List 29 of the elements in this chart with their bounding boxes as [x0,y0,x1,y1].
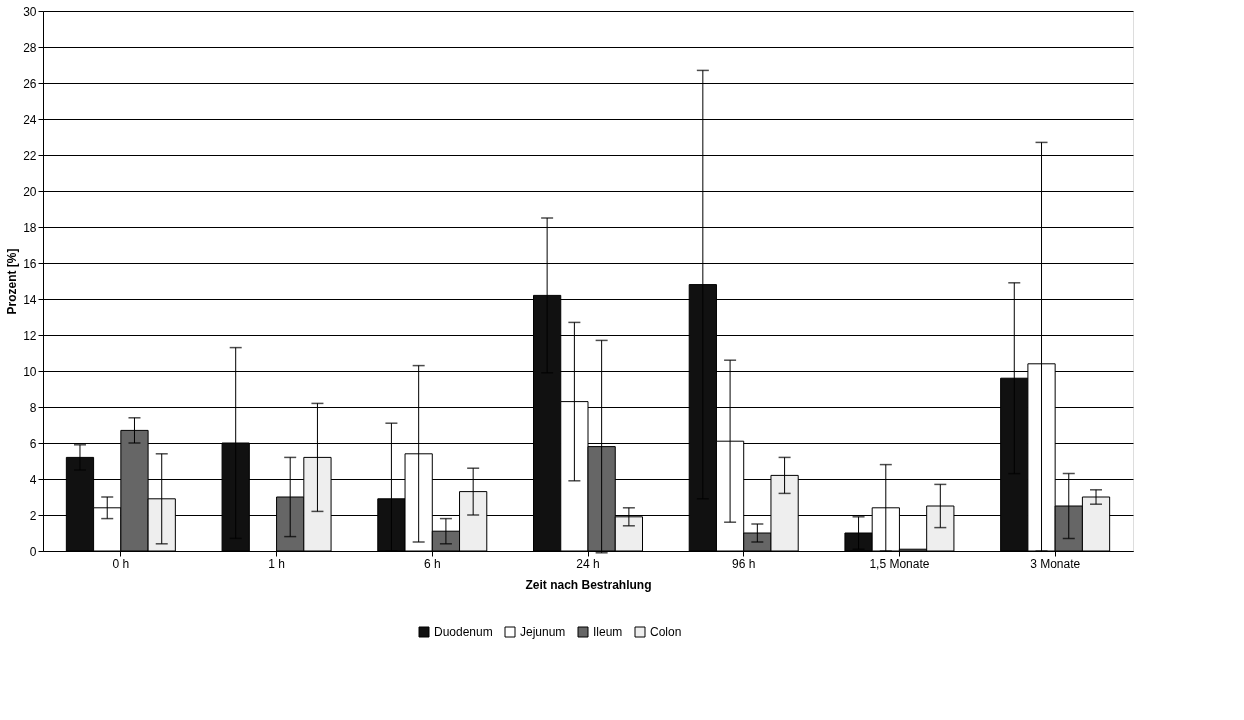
y-tick-label: 28 [23,40,37,55]
y-tick-label: 2 [29,508,37,523]
y-tick-label: 6 [29,436,37,451]
x-tick-label: 1 h [268,556,285,571]
x-tick-label: 1,5 Monate [869,556,930,571]
y-tick-label: 22 [23,148,37,163]
legend-label: Jejunum [520,625,566,639]
x-tick-label: 0 h [112,556,130,571]
x-tick-label: 6 h [423,556,441,571]
y-tick-label: 12 [23,328,37,343]
y-axis-title: Prozent [%] [5,248,20,315]
y-tick-label: 4 [29,472,37,487]
y-tick-label: 14 [23,292,37,307]
y-tick-label: 24 [23,112,37,127]
x-tick-label: 3 Monate [1030,556,1081,571]
y-tick-label: 10 [23,364,37,379]
y-tick-label: 20 [23,184,37,199]
legend-label: Ileum [593,625,623,639]
y-tick-label: 16 [23,256,37,271]
legend-label: Colon [650,625,682,639]
x-tick-label: 96 h [732,556,756,571]
x-tick-label: 24 h [576,556,600,571]
y-tick-label: 0 [29,544,37,559]
y-tick-label: 30 [23,4,37,19]
y-tick-label: 18 [23,220,37,235]
legend-label: Duodenum [434,625,493,639]
x-axis-title: Zeit nach Bestrahlung [525,577,652,592]
y-tick-label: 26 [23,76,37,91]
y-tick-label: 8 [29,400,37,415]
